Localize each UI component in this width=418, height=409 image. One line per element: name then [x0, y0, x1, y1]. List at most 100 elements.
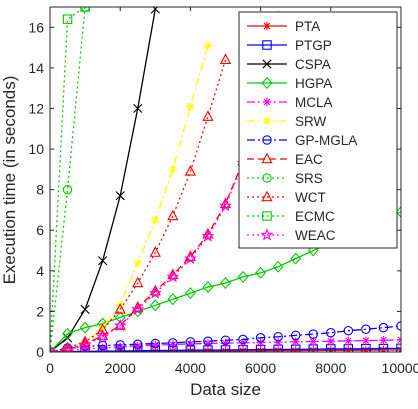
data-point-srw	[186, 102, 195, 111]
legend: PTA PTGP CSPA HGPA MCLA SRW GP-MGLA EAC SRS WCT EC…	[238, 11, 398, 249]
data-point-gp-mgla	[290, 330, 301, 341]
series-cspa	[50, 7, 160, 352]
data-point-gp-mgla	[308, 329, 318, 339]
data-point-pta	[168, 346, 178, 352]
legend-entry-ptgp: PTGP	[247, 38, 332, 53]
data-point-hgpa	[184, 287, 196, 300]
legend-entry-hgpa: HGPA	[247, 76, 332, 91]
data-point-cspa	[98, 256, 108, 266]
data-point-hgpa	[255, 266, 267, 279]
legend-label-ptgp: PTGP	[295, 38, 332, 53]
data-point-pta	[361, 345, 371, 352]
data-point-ecmc	[80, 7, 90, 12]
data-point-srs	[62, 184, 73, 195]
y-tick-label: 12	[28, 100, 44, 116]
y-tick-label: 4	[36, 263, 44, 279]
data-point-pta	[344, 345, 353, 352]
legend-label-wct: WCT	[295, 190, 326, 205]
legend-label-mcla: MCLA	[295, 95, 333, 110]
data-point-wct	[167, 209, 179, 221]
series-line-gp-mgla	[50, 325, 401, 352]
data-point-gp-mgla	[133, 339, 143, 350]
data-point-hgpa	[307, 244, 319, 257]
series-mcla	[50, 335, 401, 352]
series-line-wct	[50, 59, 227, 352]
data-point-mcla	[221, 338, 230, 348]
data-point-cspa	[150, 7, 160, 14]
data-point-gp-mgla	[168, 338, 178, 348]
data-point-gp-mgla	[343, 325, 354, 336]
data-point-hgpa	[114, 311, 126, 324]
legend-marker-mcla	[262, 97, 272, 107]
data-point-wct	[132, 276, 144, 288]
data-point-mcla	[203, 339, 213, 348]
legend-marker-srs	[262, 173, 272, 183]
data-point-srw	[168, 165, 178, 174]
data-point-weac	[131, 302, 145, 315]
y-tick-label: 6	[36, 222, 44, 238]
series-gp-mgla	[50, 321, 401, 352]
data-point-cspa	[80, 304, 90, 314]
legend-box	[238, 11, 398, 249]
data-point-gp-mgla	[97, 340, 108, 351]
legend-label-eac: EAC	[295, 152, 323, 167]
legend-marker-ptgp	[262, 40, 272, 50]
legend-entry-gp-mgla: GP-MGLA	[247, 133, 357, 148]
data-point-gp-mgla	[273, 332, 283, 342]
x-tick-label: 8000	[315, 360, 346, 376]
x-tick-label: 10000	[382, 360, 418, 376]
legend-marker-gp-mgla	[262, 135, 272, 145]
series-line-mcla	[50, 339, 401, 352]
data-point-cspa	[62, 333, 73, 343]
data-point-mcla	[133, 341, 142, 351]
data-point-gp-mgla	[203, 336, 213, 346]
x-axis-label: Data size	[190, 380, 261, 399]
data-point-mcla	[273, 337, 283, 347]
data-point-mcla	[116, 342, 125, 352]
legend-entry-eac: EAC	[247, 152, 323, 167]
data-point-gp-mgla	[238, 334, 248, 345]
ticks-layer: 0 2000 4000 6000 8000 10000 0 2 4 6 8 10 12 14 16	[28, 7, 418, 376]
data-point-gp-mgla	[185, 337, 196, 347]
data-point-hgpa	[79, 321, 91, 334]
legend-marker-eac	[261, 152, 273, 164]
data-point-weac	[201, 229, 215, 242]
data-point-wct	[50, 345, 54, 352]
legend-entry-wct: WCT	[247, 190, 326, 205]
x-tick-label: 0	[46, 360, 54, 376]
legend-label-hgpa: HGPA	[295, 76, 332, 91]
data-point-weac	[113, 318, 127, 332]
data-point-weac	[166, 270, 180, 283]
legend-marker-wct	[261, 190, 273, 202]
data-point-mcla	[326, 337, 335, 346]
data-point-cspa	[133, 103, 143, 114]
data-point-hgpa	[202, 281, 214, 294]
data-point-mcla	[309, 337, 318, 346]
data-point-hgpa	[167, 293, 179, 306]
data-point-weac	[219, 199, 232, 212]
legend-label-weac: WEAC	[295, 228, 336, 243]
legend-marker-srw	[262, 116, 272, 126]
series-line-srw	[50, 45, 209, 352]
legend-entry-weac: WEAC	[247, 228, 336, 243]
data-point-weac	[78, 338, 92, 351]
data-point-wct	[184, 165, 197, 176]
legend-label-ecmc: ECMC	[295, 209, 335, 224]
legend-entry-ecmc: ECMC	[247, 209, 335, 224]
data-point-weac	[61, 343, 74, 352]
plot-frame	[49, 6, 402, 353]
legend-marker-weac	[260, 228, 274, 241]
y-tick-label: 8	[36, 182, 44, 198]
legend-label-srw: SRW	[295, 114, 327, 129]
data-point-mcla	[379, 336, 388, 345]
data-point-hgpa	[290, 252, 302, 265]
series-wct	[50, 53, 232, 352]
series-line-ecmc	[50, 7, 86, 352]
data-point-pta	[273, 346, 283, 352]
data-point-hgpa	[237, 270, 249, 283]
series-line-ptgp	[50, 347, 401, 352]
data-point-pta	[238, 346, 248, 352]
y-tick-label: 2	[36, 303, 44, 319]
data-point-mcla	[238, 338, 248, 348]
